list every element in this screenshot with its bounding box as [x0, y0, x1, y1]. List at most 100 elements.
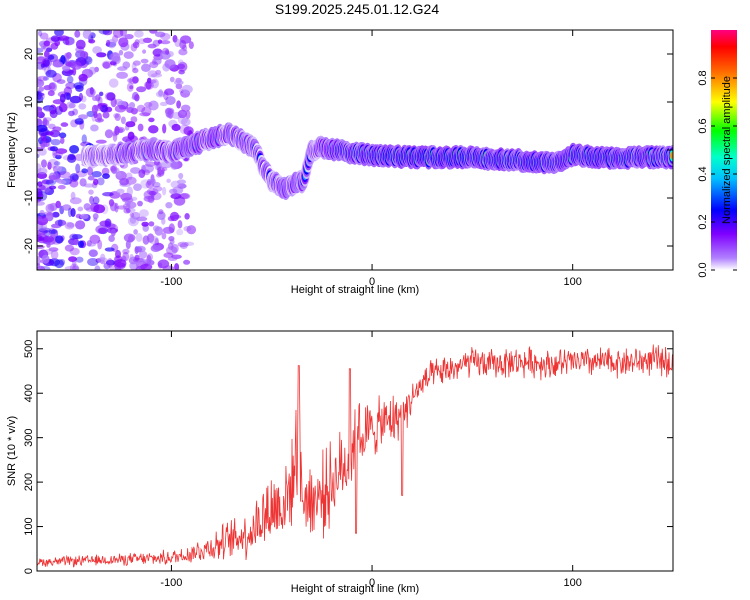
- y-tick-label: -10: [23, 190, 35, 206]
- spectrogram-noise-blob: [141, 221, 149, 227]
- spectrogram-noise-blob: [188, 41, 194, 49]
- spectrogram-noise-blob: [64, 244, 74, 252]
- spectrogram-noise-blob: [102, 30, 113, 36]
- spectrogram-noise-blob: [113, 113, 119, 119]
- x-tick-label: 0: [369, 577, 375, 589]
- spectrogram-noise-blob: [37, 229, 48, 235]
- spectrogram-noise-blob: [115, 170, 127, 181]
- spectrogram-noise-blob: [134, 94, 140, 102]
- spectrogram-noise-blob: [55, 148, 68, 154]
- spectrogram-noise-blob: [110, 164, 118, 175]
- spectrogram-noise-blob: [153, 57, 162, 65]
- spectrogram-noise-blob: [57, 179, 67, 185]
- spectrogram-noise-blob: [165, 202, 173, 209]
- y-tick-label: 10: [23, 96, 35, 108]
- spectrogram-noise-blob: [58, 171, 71, 179]
- spectrogram-noise-blob: [157, 166, 165, 175]
- spectrogram-noise-blob: [150, 244, 161, 252]
- spectrogram-noise-blob: [138, 250, 148, 259]
- spectrogram-noise-blob: [52, 211, 60, 218]
- spectrogram-noise-blob: [168, 236, 175, 242]
- spectrogram-noise-blob: [37, 76, 42, 85]
- spectrogram-noise-blob: [94, 118, 104, 123]
- spectrogram-noise-blob: [37, 153, 40, 158]
- spectrogram-noise-blob: [59, 93, 66, 103]
- spectrogram-noise-blob: [45, 212, 54, 222]
- spectrogram-noise-blob: [178, 193, 190, 199]
- spectrogram-noise-blob: [119, 105, 125, 110]
- spectrogram-noise-blob: [168, 223, 175, 234]
- spectrogram-noise-blob: [38, 30, 43, 37]
- spectrogram-noise-blob: [97, 177, 105, 186]
- spectrogram-noise-blob: [50, 42, 59, 50]
- colorbar-tick-label: 0.2: [697, 214, 709, 229]
- spectrogram-noise-blob: [171, 123, 181, 132]
- spectrogram-noise-blob: [97, 227, 107, 234]
- spectrogram-noise-blob: [60, 122, 69, 127]
- colorbar: 0.0 0.2 0.4 0.6 0.8 Normalized spectral ampl…: [697, 30, 737, 278]
- spectrogram-noise-blob: [96, 257, 108, 263]
- spectrogram-noise-blob: [114, 125, 120, 136]
- spectrogram-noise-blob: [42, 249, 54, 255]
- spectrogram-noise-blob: [179, 39, 187, 50]
- spectrogram-noise-blob: [164, 107, 175, 115]
- spectrogram-noise-blob: [129, 212, 135, 218]
- spectrogram-noise-blob: [75, 84, 84, 92]
- spectrogram-noise-blob: [150, 78, 159, 89]
- spectrogram-noise-blob: [131, 196, 138, 201]
- spectrogram-noise-blob: [150, 178, 156, 185]
- spectrogram-noise-blob: [137, 123, 144, 132]
- spectrogram-noise-blob: [37, 201, 45, 206]
- spectrogram-noise-blob: [152, 185, 163, 192]
- spectrogram-noise-blob: [49, 146, 59, 152]
- spectrogram-noise-blob: [136, 104, 146, 113]
- spectrogram-noise-blob: [64, 53, 72, 60]
- spectrogram-noise-blob: [43, 40, 51, 47]
- spectrogram-noise-blob: [112, 30, 124, 38]
- spectrogram-ridge-mark: [670, 151, 673, 160]
- spectrogram-noise-blob: [167, 256, 178, 261]
- spectrogram-noise-blob: [51, 223, 62, 229]
- colorbar-tick-label: 0.8: [697, 70, 709, 85]
- spectrogram-noise-blob: [159, 101, 168, 107]
- spectrogram-noise-blob: [148, 260, 155, 266]
- colorbar-tick-label: 0.0: [697, 262, 709, 277]
- spectrogram-noise-blob: [125, 240, 131, 250]
- spectrogram-noise-blob: [66, 222, 75, 228]
- spectrogram-noise-blob: [157, 169, 165, 177]
- spectrogram-noise-blob: [92, 196, 100, 205]
- spectrogram-noise-blob: [67, 154, 77, 163]
- spectrogram-noise-blob: [128, 102, 136, 109]
- spectrogram-noise-blob: [150, 73, 163, 78]
- spectrogram-noise-blob: [78, 103, 87, 110]
- spectrogram-noise-blob: [134, 254, 140, 261]
- spectrogram-noise-blob: [129, 254, 134, 262]
- spectrogram-noise-blob: [137, 258, 147, 265]
- spectrogram-noise-blob: [112, 55, 121, 63]
- spectrogram-noise-blob: [38, 227, 51, 233]
- spectrogram-noise-blob: [45, 179, 57, 186]
- snr-panel: -100 0 100 0 100 200 300 400 500 Height of strai…: [6, 330, 674, 595]
- spectrogram-noise-blob: [177, 241, 189, 248]
- spectrogram-noise-blob: [123, 233, 136, 243]
- spectrogram-noise-blob: [154, 31, 166, 38]
- spectrogram-noise-blob: [104, 218, 112, 228]
- spectrogram-noise-blob: [116, 205, 128, 210]
- x-tick-label: 100: [564, 577, 582, 589]
- spectrogram-noise-blob: [121, 197, 134, 203]
- spectrogram-noise-blob: [148, 125, 159, 134]
- spectrogram-noise-blob: [62, 65, 71, 72]
- spectrogram-noise-blob: [174, 38, 181, 48]
- spectrogram-noise-blob: [37, 79, 44, 85]
- spectrogram-noise-blob: [133, 229, 138, 235]
- spectrogram-noise-blob: [185, 110, 191, 119]
- spectrogram-noise-blob: [102, 61, 111, 69]
- spectrogram-noise-blob: [127, 131, 135, 140]
- spectrogram-noise-blob: [77, 206, 84, 212]
- spectrogram-noise-blob: [75, 220, 86, 230]
- spectrogram-noise-blob: [88, 39, 96, 44]
- spectrogram-noise-blob: [55, 235, 64, 244]
- spectrogram-noise-blob: [102, 173, 110, 180]
- spectrogram-noise-blob: [85, 87, 96, 98]
